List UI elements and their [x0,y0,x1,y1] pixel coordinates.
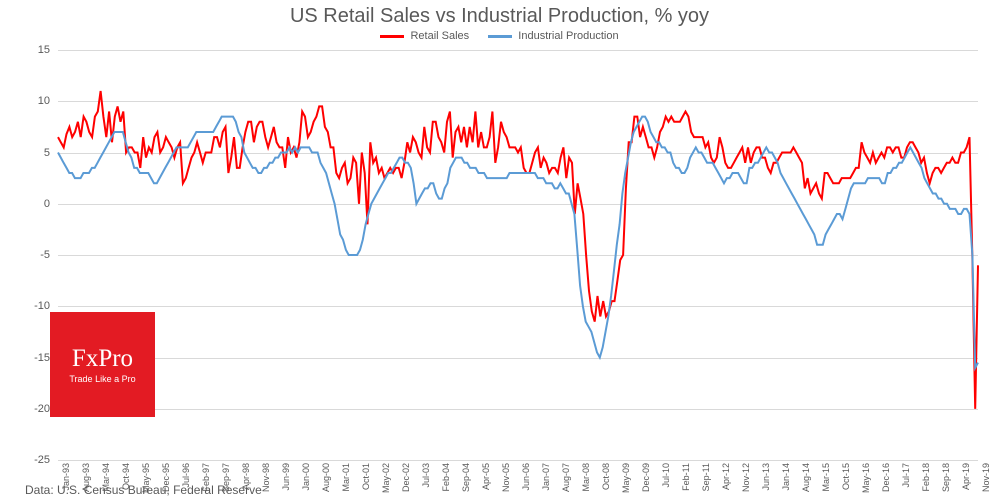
series-line [58,91,978,409]
fxpro-logo: FxPro Trade Like a Pro [50,312,155,417]
fxpro-logo-sub: Trade Like a Pro [69,374,135,384]
fxpro-logo-main: FxPro [72,345,133,373]
chart-container: US Retail Sales vs Industrial Production… [0,0,999,500]
plot-area [0,0,999,500]
chart-footer: Data: U.S. Census Bureau, Federal Reserv… [25,483,262,497]
